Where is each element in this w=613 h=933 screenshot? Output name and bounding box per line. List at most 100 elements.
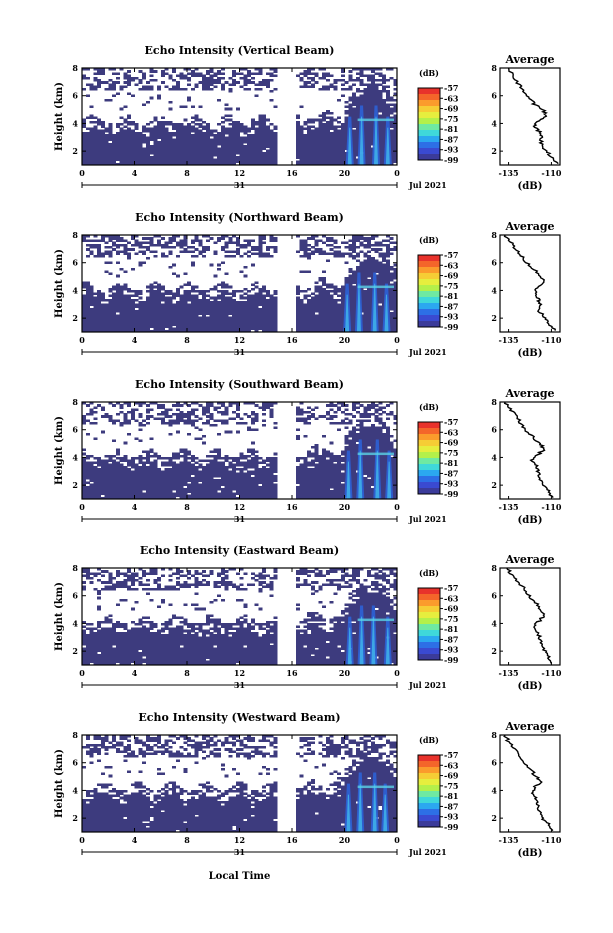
echo-heatmap bbox=[82, 68, 397, 165]
heatmap-cell bbox=[198, 81, 202, 84]
heatmap-cell bbox=[105, 246, 109, 249]
heatmap-cell bbox=[303, 239, 307, 242]
heatmap-cell bbox=[311, 125, 315, 128]
heatmap-cell bbox=[262, 253, 266, 256]
heatmap-cell bbox=[266, 81, 270, 84]
heatmap-cell bbox=[191, 125, 195, 128]
heatmap-cell bbox=[135, 420, 139, 423]
heatmap-cell bbox=[157, 484, 161, 487]
echo-heatmap bbox=[82, 402, 397, 499]
heatmap-cell bbox=[131, 409, 135, 412]
heatmap-cell bbox=[97, 464, 101, 467]
heatmap-cell bbox=[150, 297, 154, 300]
heatmap-cell bbox=[307, 253, 311, 256]
heatmap-cell bbox=[131, 295, 135, 298]
heatmap-cell bbox=[352, 83, 356, 86]
heatmap-cell bbox=[187, 303, 191, 306]
heatmap-cell bbox=[86, 325, 90, 328]
heatmap-cell bbox=[221, 117, 225, 120]
heatmap-cell bbox=[150, 468, 154, 471]
heatmap-cell bbox=[273, 297, 277, 300]
heatmap-cell bbox=[228, 77, 232, 80]
heatmap-cell bbox=[386, 114, 390, 117]
heatmap-cell bbox=[356, 72, 360, 75]
heatmap-cell bbox=[356, 105, 360, 108]
heatmap-cell bbox=[120, 292, 124, 295]
heatmap-cell bbox=[187, 123, 191, 126]
heatmap-cell bbox=[112, 325, 116, 328]
heatmap-cell bbox=[86, 462, 90, 465]
heatmap-cell bbox=[135, 488, 139, 491]
heatmap-cell bbox=[378, 105, 382, 108]
heatmap-cell bbox=[333, 86, 337, 89]
heatmap-cell bbox=[296, 75, 300, 78]
heatmap-cell bbox=[198, 250, 202, 253]
heatmap-cell bbox=[221, 261, 225, 264]
heatmap-cell bbox=[213, 158, 217, 161]
heatmap-cell bbox=[232, 79, 236, 82]
heatmap-cell bbox=[345, 88, 349, 91]
heatmap-cell bbox=[108, 288, 112, 291]
heatmap-cell bbox=[307, 81, 311, 84]
heatmap-cell bbox=[116, 314, 120, 317]
heatmap-cell bbox=[116, 132, 120, 135]
heatmap-cell bbox=[112, 492, 116, 495]
heatmap-cell bbox=[337, 295, 341, 298]
heatmap-cell bbox=[90, 317, 94, 320]
heatmap-cell bbox=[198, 130, 202, 133]
y-tick-label: 4 bbox=[72, 118, 78, 128]
panel-title: Echo Intensity (Southward Beam) bbox=[135, 378, 344, 391]
heatmap-cell bbox=[161, 244, 165, 247]
heatmap-cell bbox=[101, 325, 105, 328]
echo-heatmap bbox=[82, 235, 397, 332]
heatmap-cell bbox=[176, 492, 180, 495]
heatmap-cell bbox=[146, 325, 150, 328]
heatmap-cell bbox=[382, 239, 386, 242]
heatmap-cell bbox=[146, 415, 150, 418]
heatmap-cell bbox=[150, 455, 154, 458]
heatmap-cell bbox=[120, 108, 124, 111]
heatmap-cell bbox=[262, 325, 266, 328]
heatmap-cell bbox=[120, 244, 124, 247]
heatmap-cell bbox=[330, 83, 334, 86]
heatmap-cell bbox=[150, 292, 154, 295]
heatmap-cell bbox=[296, 121, 300, 124]
heatmap-cell bbox=[322, 72, 326, 75]
heatmap-cell bbox=[367, 297, 371, 300]
heatmap-cell bbox=[198, 317, 202, 320]
heatmap-cell bbox=[138, 301, 142, 304]
heatmap-cell bbox=[243, 288, 247, 291]
heatmap-cell bbox=[127, 492, 131, 495]
heatmap-cell bbox=[120, 86, 124, 89]
heatmap-cell bbox=[198, 72, 202, 75]
heatmap-cell bbox=[390, 297, 394, 300]
heatmap-cell bbox=[307, 72, 311, 75]
heatmap-cell bbox=[232, 317, 236, 320]
heatmap-cell bbox=[367, 272, 371, 275]
heatmap-cell bbox=[221, 292, 225, 295]
heatmap-cell bbox=[360, 268, 364, 271]
heatmap-cell bbox=[345, 242, 349, 245]
heatmap-cell bbox=[318, 121, 322, 124]
heatmap-cell bbox=[345, 105, 349, 108]
heatmap-cell bbox=[82, 415, 86, 418]
heatmap-cell bbox=[258, 88, 262, 91]
heatmap-cell bbox=[168, 317, 172, 320]
heatmap-cell bbox=[363, 83, 367, 86]
heatmap-cell bbox=[251, 264, 255, 267]
heatmap-cell bbox=[326, 325, 330, 328]
heatmap-cell bbox=[300, 125, 304, 128]
heatmap-cell bbox=[360, 97, 364, 100]
heatmap-cell bbox=[127, 81, 131, 84]
heatmap-cell bbox=[146, 301, 150, 304]
colorbar-swatch bbox=[418, 273, 440, 280]
heatmap-cell bbox=[183, 297, 187, 300]
heatmap-cell bbox=[93, 317, 97, 320]
heatmap-cell bbox=[236, 325, 240, 328]
heatmap-cell bbox=[240, 86, 244, 89]
heatmap-cell bbox=[363, 88, 367, 91]
heatmap-cell bbox=[225, 242, 229, 245]
heatmap-cell bbox=[116, 413, 120, 416]
heatmap-cell bbox=[341, 83, 345, 86]
heatmap-cell bbox=[206, 70, 210, 73]
